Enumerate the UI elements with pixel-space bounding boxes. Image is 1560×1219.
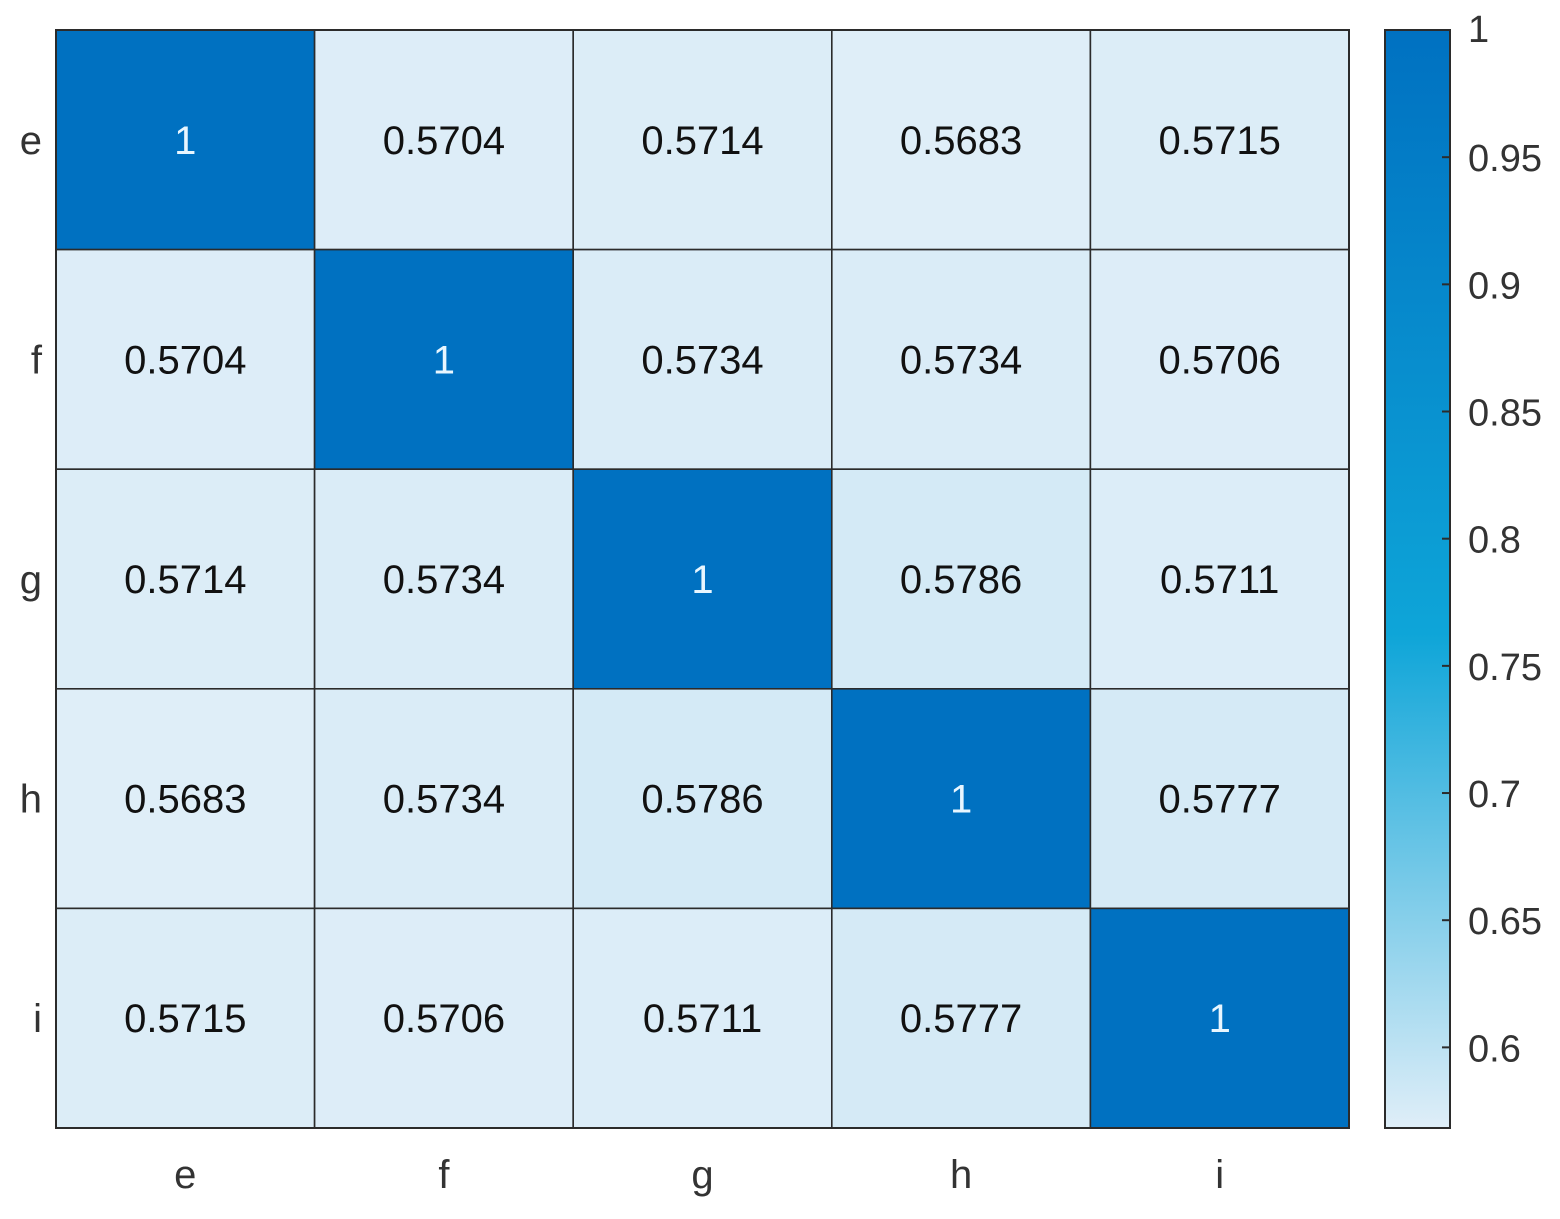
y-tick-label: g: [20, 558, 42, 602]
heatmap-cell-labels: 1 0.5704 0.5714 0.5683 0.5715 0.5704 1 0.5734 0.…: [124, 119, 1281, 1041]
y-tick-label: f: [31, 338, 43, 382]
colorbar-tick-label: 0.6: [1468, 1028, 1521, 1070]
cell-value-label: 0.5734: [641, 338, 763, 382]
heatmap-cells: [55, 29, 1350, 1129]
y-tick-label: e: [20, 119, 42, 163]
cell-value-label: 0.5734: [900, 338, 1022, 382]
cell-value-label: 0.5715: [124, 997, 246, 1041]
heatmap-cell-h-h: [830, 687, 1092, 910]
heatmap-cell-e-h: [830, 29, 1092, 251]
cell-value-label: 0.5711: [1160, 558, 1279, 602]
cell-value-label: 1: [950, 778, 972, 822]
heatmap-axes: e f g h i e f g h i: [20, 29, 1350, 1197]
cell-value-label: 0.5683: [900, 119, 1022, 163]
colorbar-tick-label: 0.7: [1468, 774, 1521, 816]
colorbar-tick-label: 0.75: [1468, 647, 1542, 689]
colorbar-tick-label: 0.9: [1468, 265, 1521, 307]
heatmap-cell-i-f: [313, 907, 575, 1129]
colorbar-tick-label: 0.95: [1468, 138, 1542, 180]
cell-value-label: 1: [1209, 997, 1231, 1041]
x-tick-label: g: [691, 1153, 713, 1197]
x-tick-label: f: [438, 1153, 450, 1197]
y-tick-label: h: [20, 778, 42, 822]
cell-value-label: 0.5777: [900, 997, 1022, 1041]
heatmap-cell-f-e: [55, 248, 316, 471]
heatmap-cell-i-i: [1089, 907, 1350, 1129]
cell-value-label: 0.5786: [900, 558, 1022, 602]
cell-value-label: 0.5704: [124, 338, 246, 382]
heatmap-cell-h-i: [1089, 687, 1350, 910]
x-tick-label: i: [1215, 1153, 1224, 1197]
colorbar: 1 0.95 0.9 0.85 0.8 0.75 0.7 0.65 0.6: [1384, 9, 1542, 1129]
x-tick-label: e: [174, 1153, 196, 1197]
cell-value-label: 1: [691, 558, 713, 602]
cell-value-label: 0.5714: [124, 558, 246, 602]
heatmap-cell-h-g: [572, 687, 833, 910]
cell-value-label: 0.5734: [383, 558, 505, 602]
y-tick-label: i: [33, 997, 42, 1041]
cell-value-label: 1: [433, 338, 455, 382]
colorbar-tick-label: 0.85: [1468, 393, 1542, 435]
heatmap-cell-e-i: [1089, 29, 1350, 251]
heatmap-cell-f-f: [313, 248, 575, 471]
heatmap-cell-g-i: [1089, 468, 1350, 690]
cell-value-label: 0.5715: [1159, 119, 1281, 163]
cell-value-label: 0.5704: [383, 119, 505, 163]
colorbar-tick-label: 0.65: [1468, 901, 1542, 943]
heatmap-cell-i-e: [55, 907, 316, 1129]
cell-value-label: 0.5786: [641, 778, 763, 822]
cell-value-label: 0.5706: [1159, 338, 1281, 382]
heatmap-cell-e-e: [55, 29, 316, 251]
cell-value-label: 0.5777: [1159, 778, 1281, 822]
heatmap-cell-f-g: [572, 248, 833, 471]
heatmap-cell-f-i: [1089, 248, 1350, 471]
heatmap-cell-e-f: [313, 29, 575, 251]
heatmap-cell-g-f: [313, 468, 575, 690]
cell-value-label: 0.5734: [383, 778, 505, 822]
colorbar-tick-label: 1: [1468, 9, 1489, 51]
cell-value-label: 1: [174, 119, 196, 163]
x-tick-label: h: [950, 1153, 972, 1197]
colorbar-tick-label: 0.8: [1468, 520, 1521, 562]
cell-value-label: 0.5706: [383, 997, 505, 1041]
heatmap-cell-h-f: [313, 687, 575, 910]
colorbar-gradient: [1384, 29, 1451, 1129]
cell-value-label: 0.5714: [641, 119, 763, 163]
heatmap-cell-i-g: [572, 907, 833, 1129]
cell-value-label: 0.5711: [643, 997, 762, 1041]
plot-frame: [55, 29, 1350, 1129]
heatmap-cell-g-h: [830, 468, 1092, 690]
heatmap-cell-g-g: [572, 468, 833, 690]
cell-value-label: 0.5683: [124, 778, 246, 822]
